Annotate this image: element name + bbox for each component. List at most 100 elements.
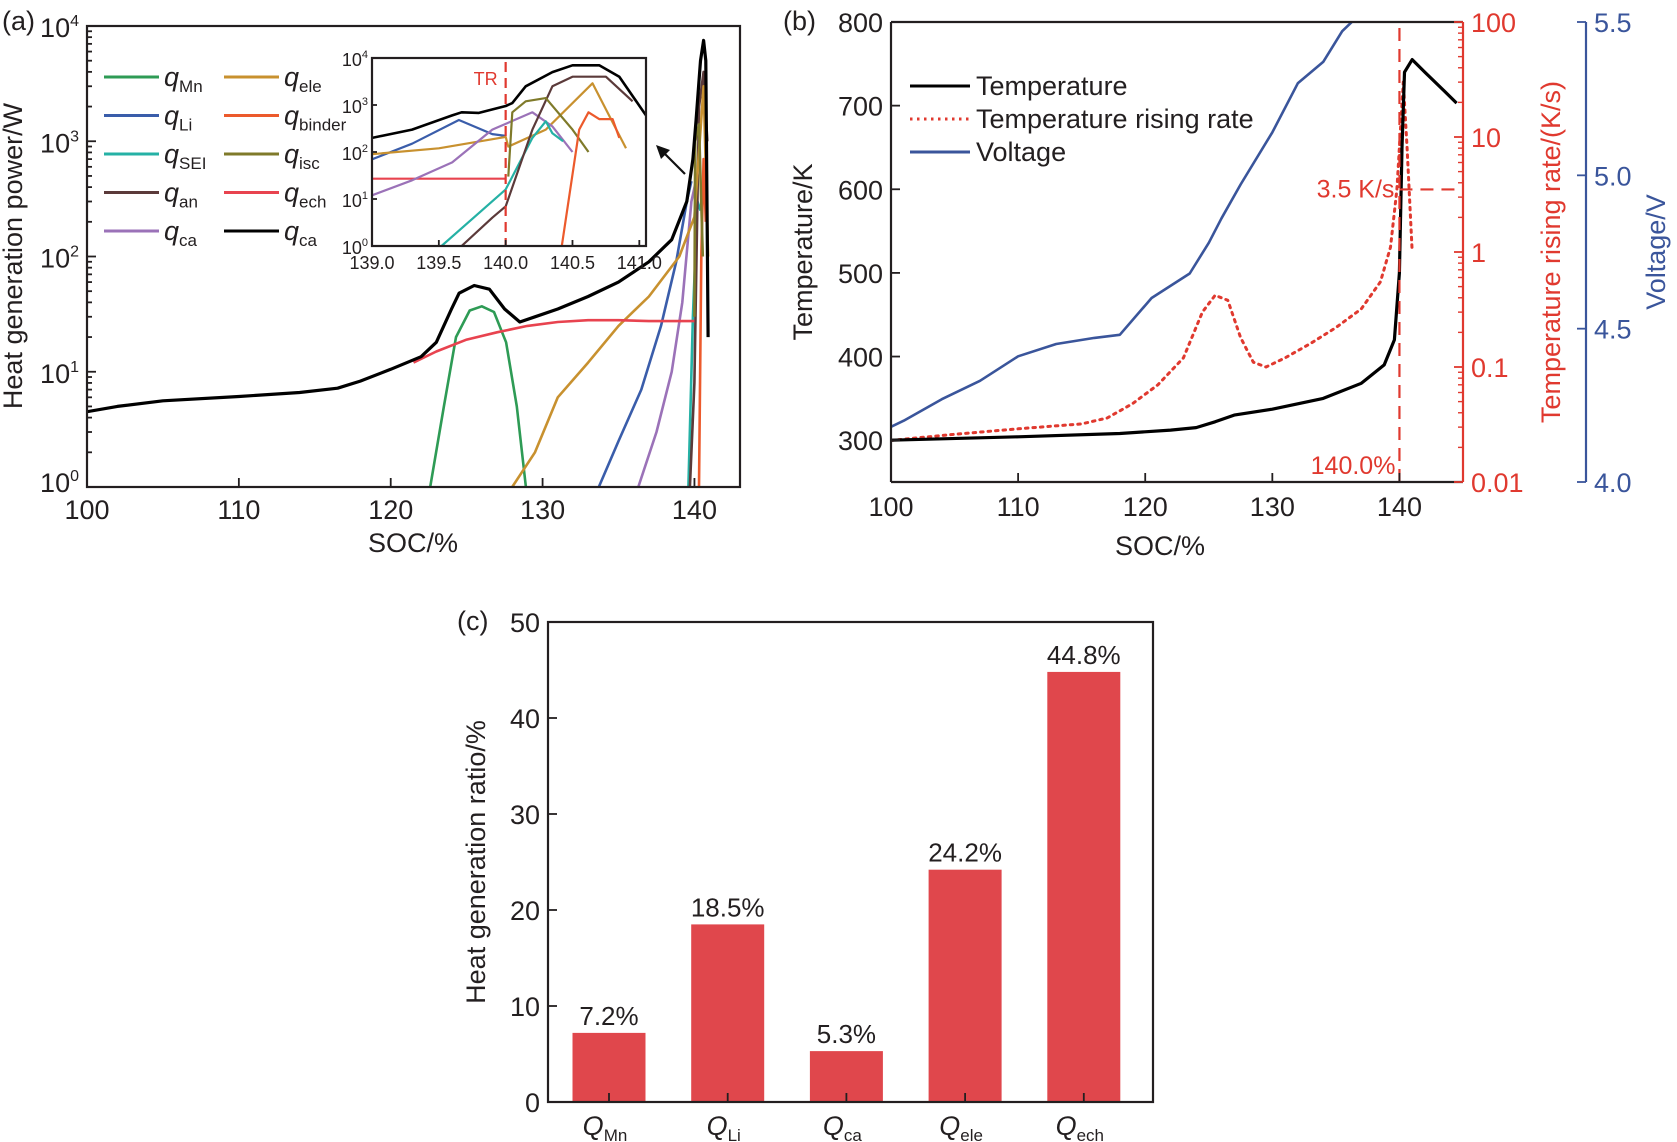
panel-b-ylabel-rate: Temperature rising rate/(K/s)	[1536, 81, 1566, 423]
y-rate-tick-label: 10	[1471, 123, 1501, 153]
panel-a-label: (a)	[2, 6, 35, 36]
x-tick-label: Qca	[823, 1111, 863, 1142]
series-line-qech	[412, 318, 695, 364]
legend-label-1: Temperature rising rate	[976, 104, 1254, 134]
y-left-tick-label: 500	[838, 259, 883, 289]
bar-Qele	[928, 869, 1002, 1102]
inset-y-tick-label: 104	[342, 49, 368, 70]
x-tick-label: QMn	[583, 1111, 628, 1142]
x-tick-label: 140	[672, 495, 717, 525]
inset-arrow-icon	[656, 145, 686, 175]
panel-b-series	[891, 22, 1458, 442]
legend-label-qca: qca	[164, 216, 198, 250]
panel-a-xlabel: SOC/%	[368, 528, 458, 558]
legend-label-qtotal: qca	[284, 216, 318, 250]
legend-label-qLi: qLi	[164, 101, 192, 135]
series-line-qisc	[693, 123, 705, 317]
x-tick-label: 100	[868, 492, 913, 522]
x-tick-label: 140	[1377, 492, 1422, 522]
panel-a-inset: TR 139.0 139.5 140.0 140.5 141.0 100 101 102 103…	[342, 49, 662, 273]
series-line-qMn	[428, 305, 528, 487]
x-tick-label: 130	[520, 495, 565, 525]
y-tick-label: 104	[40, 13, 79, 43]
inset-x-tick-label: 140.0	[483, 253, 528, 273]
inset-series-qSEI	[440, 120, 564, 246]
y-voltage-tick-label: 5.0	[1594, 161, 1632, 191]
bar-QMn	[572, 1032, 646, 1102]
inset-y-tick-label: 103	[342, 96, 368, 117]
panel-a: (a) 100 110 120 130 140 100 101 102 103 104 SOC/%…	[0, 6, 742, 558]
y-tick-label: 100	[40, 468, 79, 498]
bar-Qech	[1047, 671, 1121, 1102]
legend-label-qele: qele	[284, 62, 322, 96]
legend-label-0: Temperature	[976, 71, 1128, 101]
panel-a-ylabel: Heat generation power/W	[0, 102, 28, 409]
y-tick-label: 40	[510, 704, 540, 734]
y-rate-tick-label: 0.01	[1471, 468, 1524, 498]
legend-label-2: Voltage	[976, 137, 1066, 167]
x-tick-label: Qele	[939, 1111, 983, 1142]
inset-y-tick-label: 101	[342, 190, 368, 211]
y-voltage-tick-label: 5.5	[1594, 8, 1632, 38]
legend-label-qech: qech	[284, 178, 326, 212]
panel-b-ylabel-temperature: Temperature/K	[788, 163, 818, 340]
y-rate-tick-label: 0.1	[1471, 353, 1509, 383]
y-rate-tick-label: 1	[1471, 238, 1486, 268]
x-tick-label: 100	[64, 495, 109, 525]
bar-value-label: 7.2%	[579, 1001, 638, 1031]
panel-c-ylabel: Heat generation ratio/%	[461, 720, 491, 1004]
panel-b-ylabel-voltage: Voltage/V	[1641, 194, 1671, 310]
y-tick-label: 10	[510, 992, 540, 1022]
panel-a-legend: qMn qele qLi qbinder qSEI qisc qan qech qca qca	[104, 62, 347, 250]
inset-series-qtotal	[372, 64, 646, 140]
inset-series-qele	[372, 82, 627, 156]
panel-a-series	[87, 38, 710, 487]
bar-value-label: 18.5%	[691, 892, 765, 922]
x-tick-label: 120	[368, 495, 413, 525]
bar-value-label: 24.2%	[928, 838, 1002, 868]
inset-series-qLi	[372, 118, 506, 161]
x-tick-label: QLi	[707, 1111, 741, 1142]
legend-label-qMn: qMn	[164, 62, 203, 96]
y-tick-label: 102	[40, 244, 79, 274]
inset-x-tick-label: 139.0	[349, 253, 394, 273]
series-line-temperature-rising-rate	[891, 80, 1414, 442]
panel-b-xlabel: SOC/%	[1115, 531, 1205, 561]
x-tick-label: 110	[997, 492, 1040, 522]
series-line-qca	[637, 166, 701, 487]
y-left-tick-label: 300	[838, 426, 883, 456]
series-line-temperature	[891, 58, 1458, 442]
y-left-tick-label: 600	[838, 175, 883, 205]
y-tick-label: 50	[510, 608, 540, 638]
x-tick-label: Qech	[1056, 1111, 1104, 1142]
legend-label-qbinder: qbinder	[284, 101, 347, 135]
y-left-tick-label: 800	[838, 8, 883, 38]
x-tick-label: 110	[217, 495, 260, 525]
legend-label-qan: qan	[164, 178, 198, 212]
panel-c: (c) 7.2% 18.5% 5.3% 24.2% 44.8% QMn QLi Qca Qel…	[457, 606, 1155, 1142]
panel-b-label: (b)	[783, 6, 816, 36]
inset-series-qca	[372, 111, 574, 197]
y-tick-label: 0	[525, 1088, 540, 1118]
y-tick-label: 103	[40, 128, 79, 158]
bar-QLi	[691, 924, 765, 1102]
bar-value-label: 5.3%	[817, 1019, 876, 1049]
inset-x-tick-label: 140.5	[550, 253, 595, 273]
inset-x-tick-label: 141.0	[617, 253, 662, 273]
x-tick-label: 130	[1250, 492, 1295, 522]
legend-label-qisc: qisc	[284, 139, 320, 173]
y-rate-tick-label: 100	[1471, 8, 1516, 38]
inset-series-qan	[460, 75, 634, 246]
soc-annotation: 140.0%	[1311, 452, 1396, 480]
y-left-tick-label: 400	[838, 343, 883, 373]
y-voltage-tick-label: 4.5	[1594, 315, 1632, 345]
y-tick-label: 30	[510, 800, 540, 830]
inset-y-tick-label: 100	[342, 237, 368, 258]
series-line-qtotal	[87, 38, 710, 414]
panel-c-bars: 7.2% 18.5% 5.3% 24.2% 44.8%	[572, 640, 1121, 1102]
panel-c-label: (c)	[457, 606, 488, 636]
y-tick-label: 101	[40, 359, 79, 389]
inset-y-tick-label: 102	[342, 143, 368, 164]
